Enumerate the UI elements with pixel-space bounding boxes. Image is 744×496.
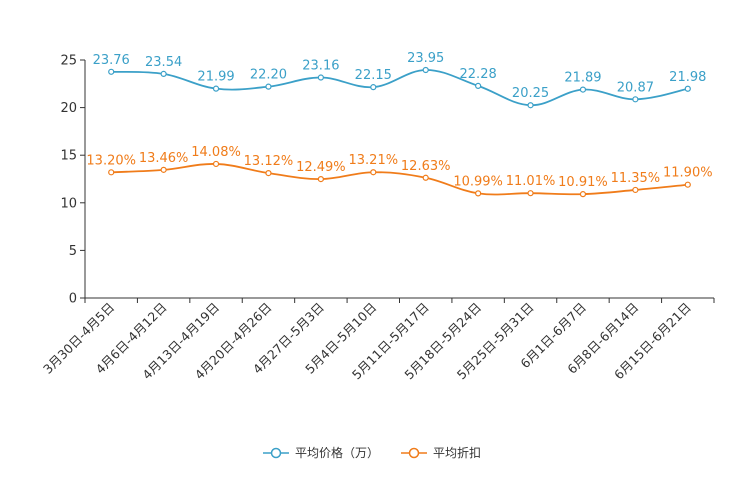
legend-discount-swatch-icon: [401, 447, 427, 458]
data-point: [632, 96, 639, 103]
data-label: 11.01%: [506, 174, 556, 189]
data-point: [370, 84, 377, 91]
data-label: 20.87: [617, 80, 654, 95]
data-point: [160, 166, 167, 173]
data-point: [108, 169, 115, 176]
data-point: [108, 68, 115, 75]
data-point: [422, 174, 429, 181]
chart-series: 23.76 23.54 21.99 22.20 23.16 22.15 23.95 22.28…: [86, 51, 713, 198]
data-point: [527, 102, 534, 109]
data-label: 23.16: [302, 59, 339, 74]
data-label: 13.46%: [139, 151, 189, 166]
data-point: [212, 85, 220, 92]
data-label: 20.25: [512, 86, 549, 101]
data-point: [422, 66, 429, 74]
series-1: 13.20% 13.46% 14.08%13.12% 12.49% 13.21% 12.6…: [86, 145, 713, 198]
data-point: [579, 86, 587, 93]
y-tick-label: 15: [60, 149, 77, 164]
chart-legend: 平均价格（万） 平均折扣: [0, 444, 744, 461]
legend-item-price[interactable]: 平均价格（万）: [262, 444, 379, 461]
data-label: 12.63%: [401, 159, 451, 174]
data-label: 10.91%: [558, 175, 608, 190]
data-label: 13.12%: [244, 154, 294, 169]
legend-discount-label: 平均折扣: [433, 446, 482, 460]
data-point: [212, 160, 220, 168]
data-point: [579, 191, 587, 198]
data-point: [632, 186, 639, 194]
data-label: 21.89: [564, 71, 601, 86]
y-tick-label: 5: [69, 244, 77, 259]
data-label: 13.21%: [349, 153, 399, 168]
data-label: 21.98: [669, 70, 706, 85]
legend-price-swatch-icon: [262, 447, 289, 458]
y-axis-ticks: 0 5 10 15 20 25: [60, 54, 85, 307]
data-point: [317, 74, 324, 81]
data-label: 22.15: [355, 68, 392, 83]
x-axis-ticks: 3月30日-4月5日4月6日-4月12日4月13日-4月19日4月20日-4月2…: [40, 298, 715, 382]
data-label: 11.35%: [611, 171, 661, 186]
data-label: 13.20%: [86, 153, 136, 168]
data-point: [265, 83, 272, 90]
data-label: 10.99%: [453, 174, 503, 189]
legend-price-label: 平均价格（万）: [294, 446, 379, 460]
data-point: [265, 169, 272, 177]
data-point: [684, 181, 691, 188]
data-point: [370, 169, 377, 176]
series-0: 23.76 23.54 21.99 22.20 23.16 22.15 23.95 22.28…: [93, 51, 706, 109]
data-point: [475, 190, 482, 197]
data-label: 23.76: [93, 53, 130, 68]
series-line: [111, 69, 688, 107]
y-tick-label: 20: [60, 101, 77, 116]
data-label: 23.95: [407, 51, 444, 66]
series-line: [111, 163, 688, 196]
y-tick-label: 10: [60, 196, 77, 211]
legend-item-discount[interactable]: 平均折扣: [401, 444, 481, 461]
data-label: 11.90%: [663, 166, 713, 181]
data-label: 22.28: [460, 67, 497, 82]
data-label: 23.54: [145, 55, 182, 70]
data-point: [317, 175, 324, 183]
data-point: [475, 82, 482, 89]
data-point: [160, 70, 167, 77]
y-tick-label: 25: [60, 54, 77, 69]
data-label: 12.49%: [296, 160, 346, 175]
data-point: [684, 85, 691, 92]
data-label: 14.08%: [191, 145, 241, 160]
data-point: [527, 190, 534, 197]
data-label: 21.99: [197, 70, 234, 85]
data-label: 22.20: [250, 68, 287, 83]
y-tick-label: 0: [69, 292, 77, 307]
